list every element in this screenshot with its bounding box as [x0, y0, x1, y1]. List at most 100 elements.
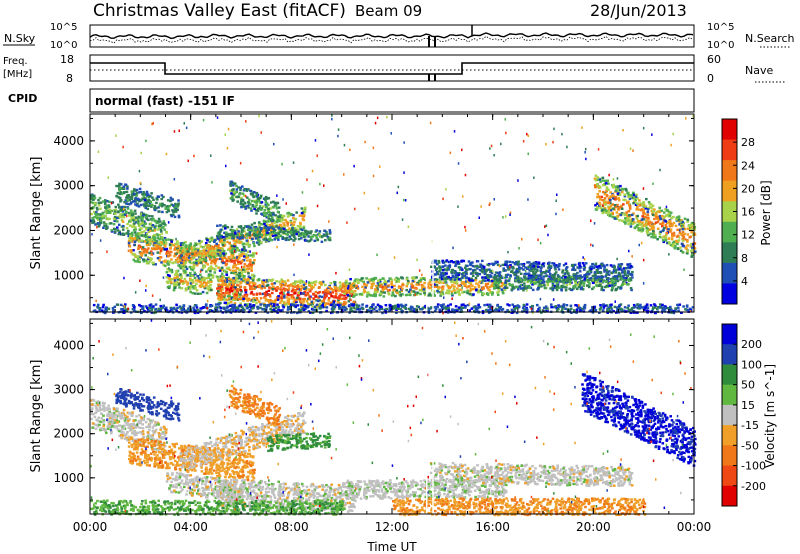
heatmap-cell	[107, 204, 110, 207]
heatmap-cell	[324, 290, 328, 294]
heatmap-cell	[234, 279, 238, 282]
heatmap-cell	[196, 253, 200, 257]
heatmap-cell	[258, 285, 261, 288]
heatmap-cell	[533, 280, 536, 284]
heatmap-cell	[611, 286, 614, 290]
heatmap-cell	[127, 203, 131, 206]
heatmap-cell	[648, 220, 652, 223]
heatmap-cell	[201, 279, 204, 282]
heatmap-cell	[363, 290, 367, 293]
heatmap-cell	[170, 278, 174, 281]
heatmap-cell	[452, 287, 456, 291]
heatmap-cell	[520, 263, 523, 266]
heatmap-cell	[290, 295, 294, 298]
heatmap-cell	[612, 269, 616, 272]
heatmap-cell	[265, 229, 268, 232]
heatmap-cell	[481, 276, 484, 279]
heatmap-cell	[234, 297, 237, 300]
heatmap-cell	[400, 289, 403, 293]
heatmap-cell	[307, 288, 311, 291]
heatmap-cell	[693, 228, 696, 231]
heatmap-cell	[140, 231, 144, 234]
heatmap-cell	[142, 194, 145, 197]
heatmap-cell	[647, 222, 651, 225]
heatmap-cell	[116, 226, 119, 229]
heatmap-cell	[234, 276, 238, 279]
heatmap-cell	[220, 258, 224, 261]
heatmap-cell	[419, 280, 422, 283]
heatmap-cell	[505, 279, 508, 283]
heatmap-cell	[194, 242, 197, 245]
heatmap-cell	[223, 294, 226, 297]
heatmap-cell	[182, 246, 186, 250]
cpid-value: normal (fast) -151 IF	[95, 94, 235, 108]
heatmap-cell	[228, 242, 231, 245]
heatmap-cell	[158, 251, 162, 255]
heatmap-cell	[620, 263, 623, 266]
heatmap-cell	[599, 203, 602, 206]
heatmap-cell	[664, 220, 668, 223]
heatmap-cell	[209, 283, 212, 287]
heatmap-cell	[140, 227, 143, 230]
heatmap-cell	[168, 254, 172, 257]
heatmap-cell	[100, 213, 103, 216]
heatmap-cell	[199, 292, 203, 295]
heatmap-cell	[143, 251, 146, 254]
heatmap-cell	[568, 282, 572, 286]
heatmap-cell	[397, 286, 401, 289]
heatmap-cell	[629, 278, 633, 282]
heatmap-cell	[536, 277, 540, 280]
heatmap-cell	[439, 268, 442, 271]
heatmap-cell	[165, 252, 168, 255]
heatmap-cell	[287, 299, 290, 302]
heatmap-cell	[353, 279, 357, 283]
heatmap-cell	[423, 286, 426, 290]
heatmap-cell	[544, 274, 548, 278]
heatmap-cell	[658, 210, 662, 214]
heatmap-cell	[562, 279, 566, 282]
heatmap-cell	[504, 281, 507, 285]
heatmap-cell	[275, 289, 278, 292]
heatmap-cell	[227, 266, 231, 269]
heatmap-cell	[173, 206, 176, 209]
heatmap-cell	[432, 259, 436, 262]
heatmap-cell	[518, 267, 521, 270]
heatmap-cell	[613, 268, 616, 271]
heatmap-cell	[237, 225, 241, 228]
heatmap-cell	[393, 288, 396, 291]
heatmap-cell	[255, 234, 258, 237]
heatmap-cell	[686, 240, 689, 243]
heatmap-cell	[549, 277, 552, 280]
heatmap-cell	[217, 295, 221, 298]
heatmap-cell	[671, 244, 675, 247]
heatmap-cell	[214, 264, 218, 268]
heatmap-cell	[231, 188, 234, 192]
heatmap-cell	[169, 246, 172, 249]
heatmap-cell	[424, 278, 427, 281]
heatmap-cell	[554, 268, 557, 271]
heatmap-cell	[609, 281, 612, 285]
heatmap-cell	[530, 264, 534, 268]
heatmap-cell	[625, 189, 628, 192]
heatmap-cell	[125, 190, 129, 194]
heatmap-cell	[266, 231, 269, 234]
heatmap-cell	[90, 194, 93, 197]
heatmap-cell	[668, 225, 672, 228]
heatmap-cell	[124, 232, 128, 235]
heatmap-cell	[583, 277, 587, 280]
heatmap-cell	[300, 284, 303, 288]
heatmap-cell	[418, 288, 422, 292]
heatmap-cell	[653, 208, 656, 211]
heatmap-cell	[114, 205, 118, 209]
heatmap-cell	[622, 279, 626, 282]
heatmap-cell	[239, 240, 242, 244]
heatmap-cell	[529, 279, 532, 282]
heatmap-cell	[628, 279, 631, 283]
heatmap-cell	[591, 274, 595, 278]
heatmap-cell	[257, 241, 261, 244]
heatmap-cell	[629, 287, 633, 290]
heatmap-cell	[485, 274, 489, 277]
heatmap-cell	[244, 288, 247, 292]
heatmap-cell	[388, 277, 392, 280]
heatmap-cell	[271, 218, 275, 222]
